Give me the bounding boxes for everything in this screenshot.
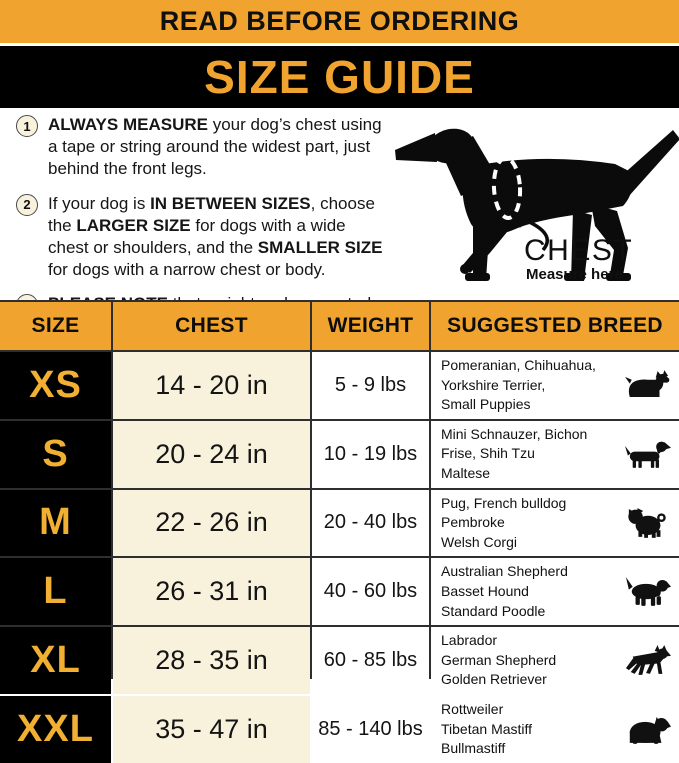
- chest-range: 22 - 26 in: [113, 489, 310, 557]
- instruction-plain-text: , choose the: [48, 193, 375, 235]
- size-label: XS: [0, 352, 111, 419]
- title-bar: SIZE GUIDE: [0, 46, 679, 108]
- instruction-number: 2: [23, 197, 31, 213]
- weight-range: 40 - 60 lbs: [312, 558, 429, 626]
- breed-cell: Australian Shepherd Basset Hound Standar…: [431, 558, 679, 626]
- size-guide-table: SIZE CHEST WEIGHT SUGGESTED BREED XS 14 …: [0, 300, 679, 763]
- chest-range: 28 - 35 in: [113, 627, 310, 694]
- chest-range: 20 - 24 in: [113, 420, 310, 488]
- instruction-number-badge: 1: [16, 115, 38, 137]
- instruction-bold-text: SMALLER SIZE: [257, 237, 383, 257]
- weight-range: 20 - 40 lbs: [312, 489, 429, 557]
- header-chest: CHEST: [113, 302, 310, 350]
- mastiff-icon: [621, 714, 671, 745]
- weight-range: 5 - 9 lbs: [312, 352, 429, 419]
- breed-cell: Labrador German Shepherd Golden Retrieve…: [431, 627, 679, 694]
- banner-text: READ BEFORE ORDERING: [159, 6, 520, 36]
- instruction-item-2: 2 If your dog is IN BETWEEN SIZES, choos…: [14, 193, 386, 281]
- breed-list: Australian Shepherd Basset Hound Standar…: [441, 563, 568, 619]
- chest-range: 26 - 31 in: [113, 558, 310, 626]
- instructions-list: 1 ALWAYS MEASURE your dog’s chest using …: [14, 114, 386, 350]
- instruction-text: ALWAYS MEASURE your dog’s chest using a …: [48, 114, 386, 180]
- size-label: XXL: [0, 695, 111, 763]
- instruction-number-badge: 2: [16, 193, 38, 216]
- measure-here-label: Measure here: [526, 266, 623, 283]
- breed-list: Labrador German Shepherd Golden Retrieve…: [441, 632, 557, 688]
- breed-cell: Pomeranian, Chihuahua, Yorkshire Terrier…: [431, 352, 679, 419]
- breed-list: Mini Schnauzer, Bichon Frise, Shih Tzu M…: [441, 425, 588, 481]
- header-size: SIZE: [0, 302, 111, 350]
- instruction-bold-text: LARGER SIZE: [76, 215, 191, 235]
- weight-range: 60 - 85 lbs: [312, 627, 429, 694]
- instruction-plain-text: your dog’s chest using a tape or string …: [48, 115, 382, 178]
- dog-measurement-diagram: CHEST Measure here: [385, 108, 679, 300]
- top-banner: READ BEFORE ORDERING: [0, 0, 679, 43]
- size-label: XL: [0, 627, 111, 694]
- header-weight: WEIGHT: [312, 302, 429, 350]
- instruction-bold-text: IN BETWEEN SIZES: [150, 193, 311, 213]
- dog-silhouette-icon: [395, 128, 679, 281]
- instruction-number: 1: [23, 118, 31, 134]
- chest-range: 14 - 20 in: [113, 352, 310, 419]
- basset-hound-icon: [621, 576, 671, 607]
- dachshund-icon: [621, 439, 671, 470]
- size-label: L: [0, 558, 111, 626]
- instruction-plain-text: for dogs with a narrow chest or body.: [48, 259, 326, 279]
- page-title: SIZE GUIDE: [204, 51, 475, 103]
- german-shepherd-icon: [621, 645, 671, 676]
- breed-cell: Mini Schnauzer, Bichon Frise, Shih Tzu M…: [431, 420, 679, 488]
- breed-cell: Pug, French bulldog Pembroke Welsh Corgi: [431, 489, 679, 557]
- size-label: M: [0, 489, 111, 557]
- instruction-plain-text: for dogs with a wide chest or shoulders,…: [48, 215, 346, 257]
- size-label: S: [0, 420, 111, 488]
- arrow-icon: [513, 211, 549, 252]
- pug-icon: [621, 507, 671, 539]
- breed-cell: Rottweiler Tibetan Mastiff Bullmastiff: [431, 695, 679, 763]
- breed-list: Pug, French bulldog Pembroke Welsh Corgi: [441, 494, 567, 550]
- weight-range: 85 - 140 lbs: [312, 695, 429, 763]
- breed-list: Pomeranian, Chihuahua, Yorkshire Terrier…: [441, 357, 596, 413]
- yorkshire-terrier-icon: [621, 370, 671, 401]
- chest-range: 35 - 47 in: [113, 695, 310, 763]
- breed-list: Rottweiler Tibetan Mastiff Bullmastiff: [441, 700, 533, 757]
- instruction-plain-text: If your dog is: [48, 193, 151, 213]
- instruction-bold-text: ALWAYS MEASURE: [48, 115, 208, 134]
- header-suggested-breed: SUGGESTED BREED: [431, 302, 679, 350]
- instruction-item-1: 1 ALWAYS MEASURE your dog’s chest using …: [14, 114, 386, 180]
- instruction-text: If your dog is IN BETWEEN SIZES, choose …: [48, 193, 386, 281]
- weight-range: 10 - 19 lbs: [312, 420, 429, 488]
- chest-label: CHEST: [524, 234, 634, 267]
